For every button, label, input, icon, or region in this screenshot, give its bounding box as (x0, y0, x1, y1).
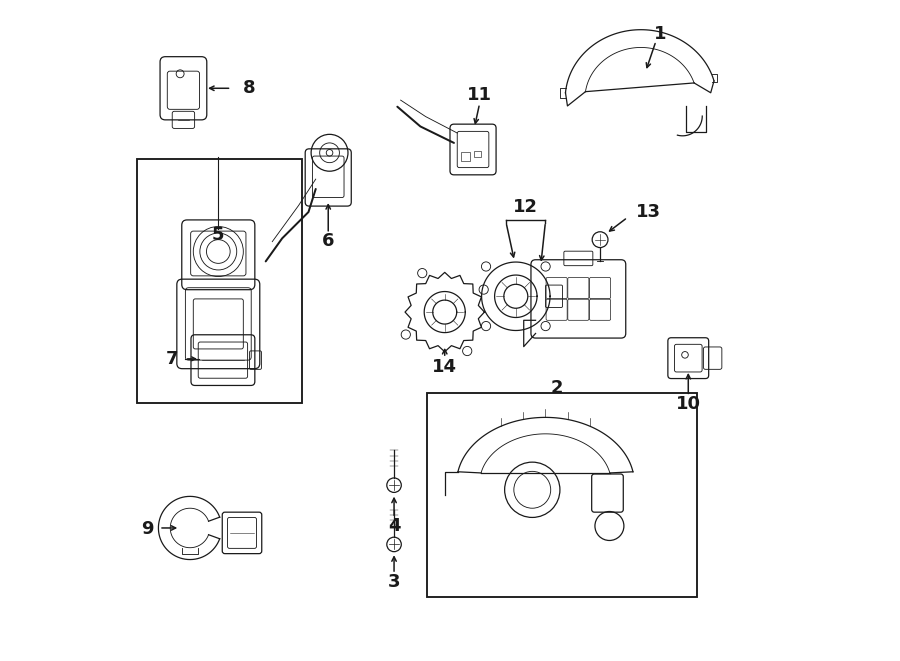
Bar (461, 152, 471, 161)
Bar (427, 393, 697, 597)
Text: 1: 1 (654, 25, 667, 44)
Text: 9: 9 (141, 520, 154, 538)
Text: 11: 11 (467, 86, 492, 104)
Text: 5: 5 (212, 226, 225, 244)
Text: 8: 8 (243, 79, 256, 97)
Text: 2: 2 (551, 379, 562, 397)
Bar (138, 159, 302, 403)
Text: 12: 12 (513, 198, 538, 215)
Text: 4: 4 (388, 517, 400, 535)
Text: 6: 6 (322, 232, 335, 250)
Text: 7: 7 (166, 350, 178, 368)
Text: 3: 3 (388, 573, 400, 591)
Text: 14: 14 (432, 358, 457, 375)
Text: 10: 10 (676, 395, 701, 413)
Bar (474, 151, 481, 157)
Text: 13: 13 (635, 203, 661, 221)
